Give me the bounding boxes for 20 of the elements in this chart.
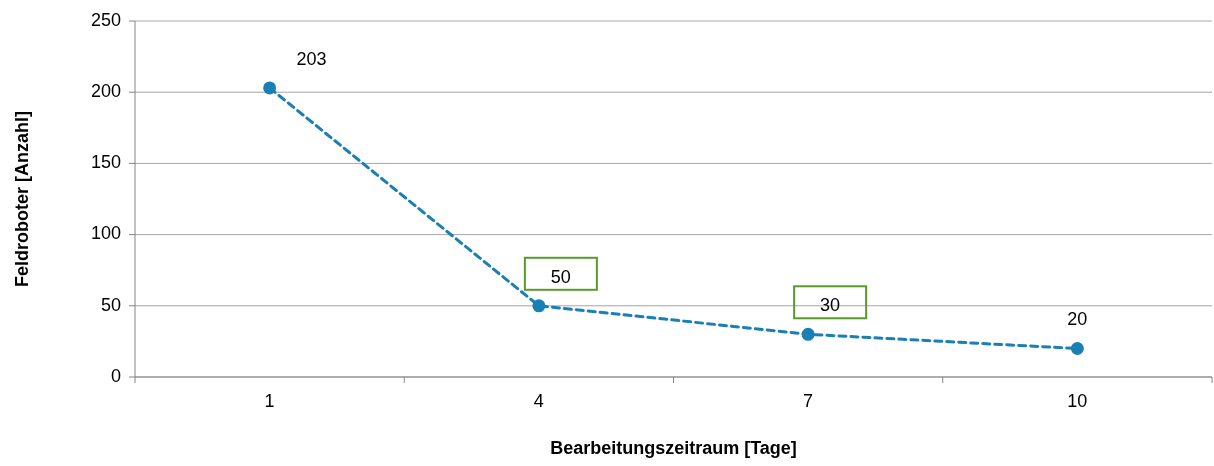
- x-tick-label: 1: [264, 391, 275, 411]
- y-tick-label: 150: [90, 152, 121, 173]
- data-label: 50: [550, 266, 571, 287]
- y-tick-label: 200: [90, 80, 121, 101]
- data-label: 203: [296, 48, 327, 69]
- point: [263, 81, 277, 95]
- x-tick-label: 10: [1067, 391, 1088, 411]
- point: [532, 299, 546, 313]
- data-label: 30: [820, 295, 841, 316]
- data-label: 20: [1067, 309, 1088, 330]
- y-tick-label: 100: [90, 223, 121, 244]
- point: [801, 327, 815, 341]
- x-tick-label: 4: [533, 391, 544, 411]
- y-tick-label: 0: [110, 365, 121, 386]
- point: [1070, 342, 1084, 356]
- x-tick-label: 7: [803, 391, 814, 411]
- y-tick-label: 50: [100, 294, 121, 315]
- x-axis-title: Bearbeitungszeitraum [Tage]: [550, 438, 797, 458]
- y-tick-label: 250: [90, 9, 121, 30]
- y-axis-title: Feldroboter [Anzahl]: [12, 111, 32, 287]
